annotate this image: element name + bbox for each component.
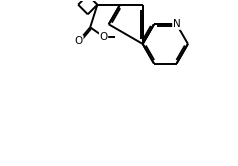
Text: O: O	[99, 32, 108, 42]
Text: O: O	[75, 36, 83, 46]
Text: N: N	[173, 19, 180, 29]
